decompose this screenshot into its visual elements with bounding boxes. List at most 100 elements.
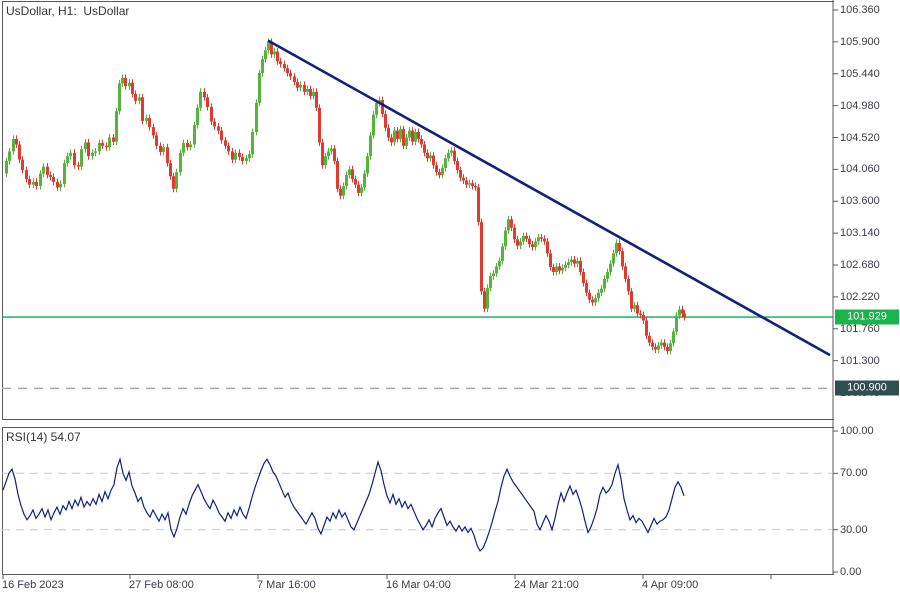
candle-body bbox=[528, 238, 531, 245]
candle-body bbox=[660, 342, 663, 346]
candle-body bbox=[642, 314, 645, 321]
candle-body bbox=[426, 152, 429, 159]
candle-body bbox=[25, 170, 28, 180]
candle-body bbox=[402, 129, 405, 146]
candle-body bbox=[588, 292, 591, 300]
candle-body bbox=[131, 82, 134, 94]
candle-body bbox=[42, 166, 45, 174]
candle-body bbox=[28, 179, 31, 185]
candle-body bbox=[152, 127, 155, 136]
candle-body bbox=[546, 241, 549, 254]
candle-body bbox=[293, 76, 296, 83]
candle-body bbox=[5, 161, 8, 174]
candle-body bbox=[492, 273, 495, 277]
candle-body bbox=[351, 169, 354, 180]
candle-body bbox=[345, 174, 348, 187]
candle-body bbox=[591, 299, 594, 303]
candle-body bbox=[654, 346, 657, 350]
candle-body bbox=[348, 169, 351, 175]
candle-body bbox=[296, 82, 299, 88]
candle-body bbox=[618, 242, 621, 252]
candle-body bbox=[166, 147, 169, 164]
rsi-indicator-pane[interactable] bbox=[2, 427, 834, 575]
candle-body bbox=[396, 130, 399, 139]
candle-body bbox=[115, 111, 118, 142]
time-axis-label: 27 Feb 08:00 bbox=[129, 579, 194, 591]
candle-body bbox=[306, 89, 309, 92]
candle-body bbox=[238, 152, 241, 157]
candle-body bbox=[18, 144, 21, 160]
candle-body bbox=[175, 172, 178, 189]
candle-body bbox=[224, 140, 227, 146]
candle-body bbox=[321, 142, 324, 166]
candle-body bbox=[336, 161, 339, 189]
candle-body bbox=[429, 155, 432, 159]
candle-body bbox=[513, 227, 516, 240]
candle-body bbox=[330, 148, 333, 152]
candle-body bbox=[162, 147, 165, 153]
candle-body bbox=[324, 156, 327, 166]
candle-body bbox=[624, 266, 627, 279]
price-axis-label: 105.440 bbox=[840, 67, 880, 80]
descending-trendline bbox=[267, 39, 831, 357]
candle-body bbox=[683, 313, 686, 317]
candle-body bbox=[510, 219, 513, 228]
candle-body bbox=[504, 230, 507, 247]
candle-body bbox=[663, 342, 666, 347]
price-axis-label: 101.760 bbox=[840, 322, 880, 335]
price-chart-pane[interactable] bbox=[2, 1, 834, 420]
candle-body bbox=[390, 137, 393, 143]
candle-body bbox=[196, 107, 199, 126]
candle-body bbox=[193, 125, 196, 145]
candle-body bbox=[134, 93, 137, 101]
candle-body bbox=[489, 276, 492, 288]
rsi-axis-label: 100.00 bbox=[840, 425, 874, 437]
rsi-axis-label: 30.00 bbox=[840, 523, 868, 536]
candle-body bbox=[672, 331, 675, 344]
candle-body bbox=[283, 64, 286, 69]
candle-body bbox=[59, 183, 62, 188]
candle-body bbox=[145, 118, 148, 121]
price-axis-label: 104.060 bbox=[840, 163, 880, 176]
candle-body bbox=[609, 263, 612, 272]
candle-body bbox=[558, 266, 561, 271]
rsi-indicator-label: RSI(14) 54.07 bbox=[6, 430, 81, 444]
candle-body bbox=[450, 150, 453, 153]
candle-body bbox=[435, 165, 438, 173]
candle-body bbox=[286, 68, 289, 74]
candle-body bbox=[39, 173, 42, 187]
candle-body bbox=[483, 291, 486, 309]
candle-body bbox=[169, 163, 172, 177]
candle-body bbox=[555, 266, 558, 272]
time-axis-label: 4 Apr 09:00 bbox=[642, 579, 699, 591]
time-axis-label: 7 Mar 16:00 bbox=[257, 579, 316, 591]
candle-body bbox=[299, 84, 302, 88]
candle-body bbox=[141, 97, 144, 121]
candle-body bbox=[289, 73, 292, 77]
candle-body bbox=[549, 253, 552, 268]
candle-body bbox=[516, 239, 519, 246]
candle-body bbox=[615, 242, 618, 254]
price-axis-label: 103.140 bbox=[840, 227, 880, 240]
candle-body bbox=[651, 342, 654, 347]
candle-body bbox=[77, 165, 80, 167]
candle-body bbox=[369, 135, 372, 157]
candle-body bbox=[669, 343, 672, 351]
candle-body bbox=[46, 166, 49, 175]
support-level-badge: 100.900 bbox=[835, 380, 899, 396]
candle-body bbox=[540, 237, 543, 239]
candle-body bbox=[468, 183, 471, 185]
candle-body bbox=[220, 130, 223, 141]
candle-body bbox=[35, 181, 38, 187]
candle-body bbox=[564, 265, 567, 268]
candle-body bbox=[585, 283, 588, 293]
candle-body bbox=[666, 346, 669, 351]
candle-body bbox=[600, 288, 603, 293]
candle-body bbox=[21, 159, 24, 171]
candle-body bbox=[570, 259, 573, 263]
candle-body bbox=[393, 130, 396, 143]
candle-body bbox=[273, 51, 276, 55]
candle-body bbox=[91, 152, 94, 157]
